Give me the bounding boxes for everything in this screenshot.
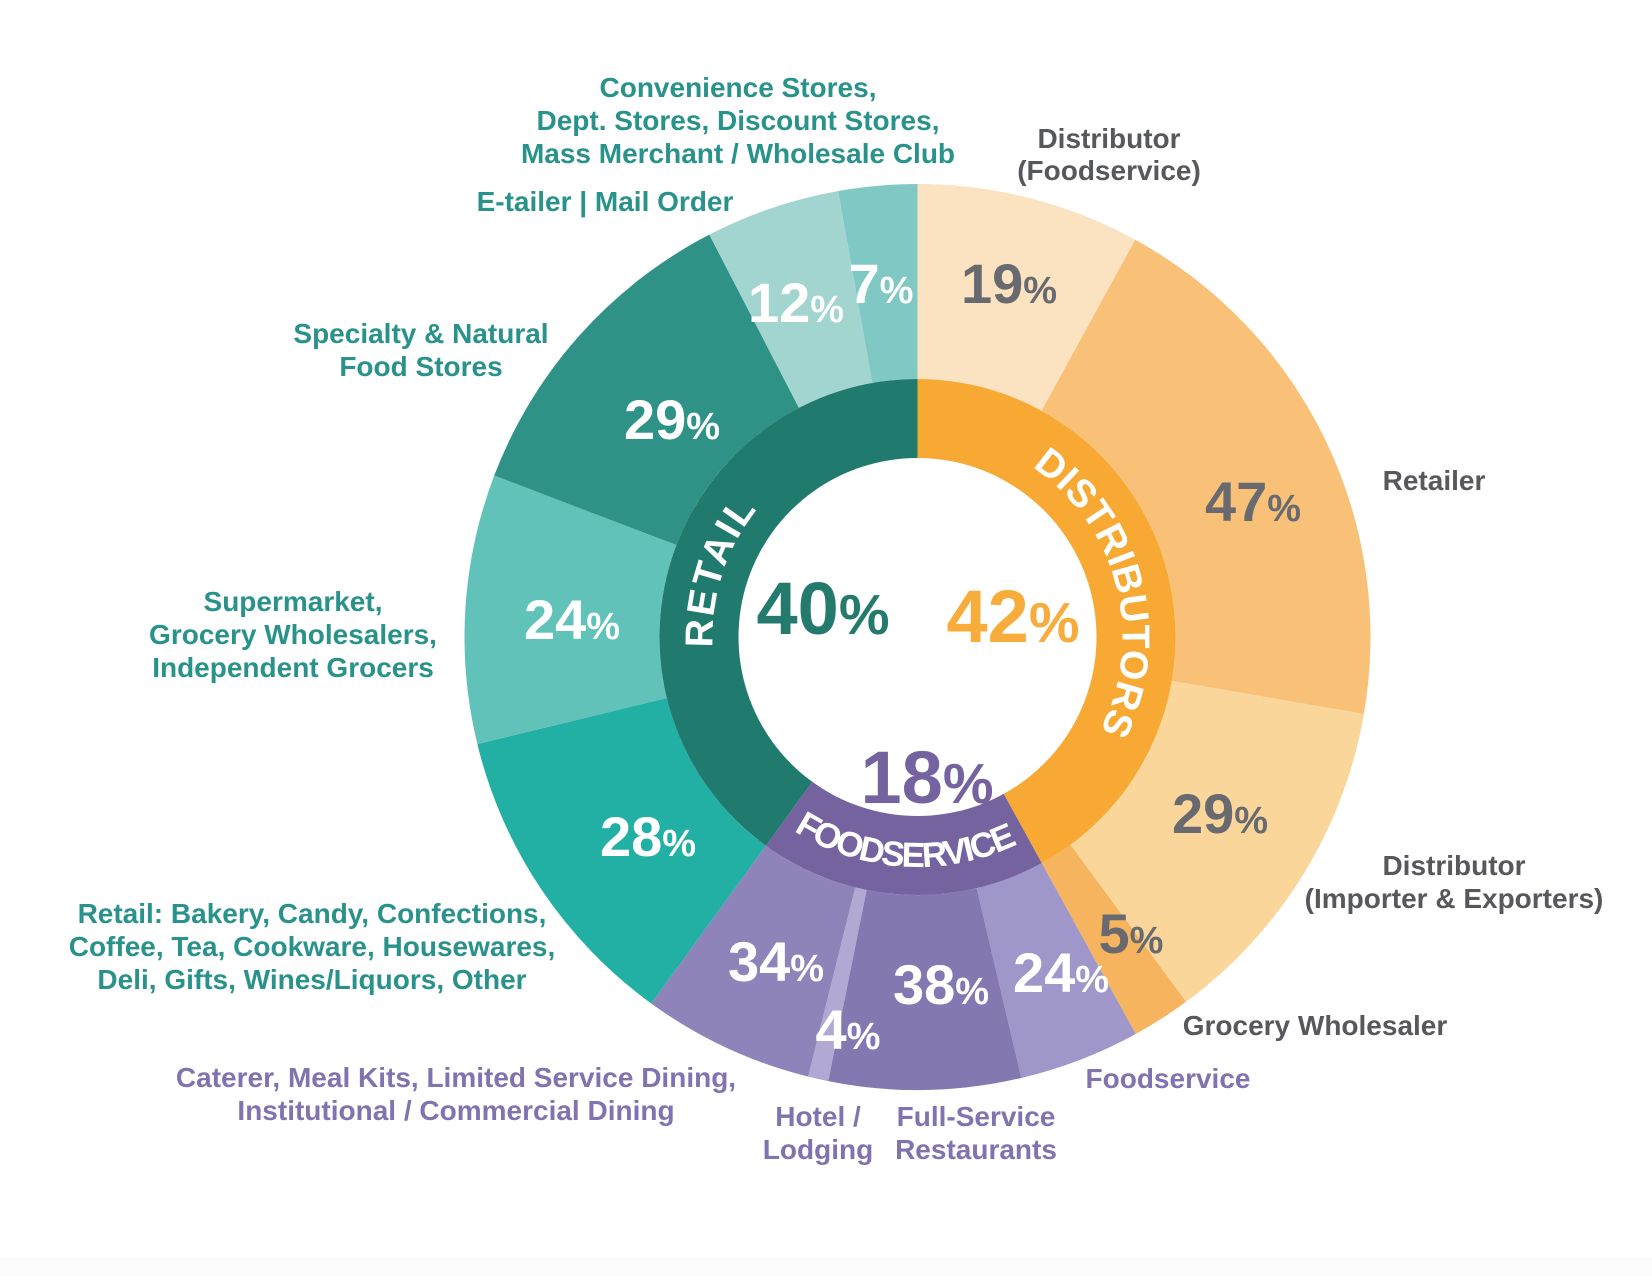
svg-text:Food Stores: Food Stores <box>339 351 502 382</box>
svg-text:12%: 12% <box>748 271 844 334</box>
svg-text:Specialty & Natural: Specialty & Natural <box>293 318 548 349</box>
svg-text:28%: 28% <box>600 805 696 868</box>
svg-text:Coffee, Tea, Cookware, Housewa: Coffee, Tea, Cookware, Housewares, <box>69 931 556 962</box>
svg-text:Caterer, Meal Kits, Limited Se: Caterer, Meal Kits, Limited Service Dini… <box>176 1062 736 1093</box>
svg-text:42%: 42% <box>947 575 1080 658</box>
svg-text:E-tailer | Mail Order: E-tailer | Mail Order <box>477 186 734 217</box>
svg-text:Supermarket,: Supermarket, <box>204 586 383 617</box>
svg-text:Institutional / Commercial Din: Institutional / Commercial Dining <box>237 1095 674 1126</box>
svg-text:18%: 18% <box>861 736 994 819</box>
svg-text:38%: 38% <box>893 953 989 1016</box>
svg-text:(Foodservice): (Foodservice) <box>1017 155 1201 186</box>
svg-text:Hotel /: Hotel / <box>775 1101 861 1132</box>
svg-text:Restaurants: Restaurants <box>895 1134 1057 1165</box>
svg-text:Deli, Gifts, Wines/Liquors, Ot: Deli, Gifts, Wines/Liquors, Other <box>97 964 526 995</box>
svg-text:Independent Grocers: Independent Grocers <box>152 652 434 683</box>
svg-text:Retailer: Retailer <box>1383 465 1486 496</box>
svg-text:4%: 4% <box>816 998 881 1061</box>
svg-text:Mass Merchant / Wholesale Club: Mass Merchant / Wholesale Club <box>521 138 955 169</box>
svg-text:Foodservice: Foodservice <box>1086 1063 1251 1094</box>
svg-text:Lodging: Lodging <box>763 1134 873 1165</box>
svg-text:Dept. Stores, Discount Stores,: Dept. Stores, Discount Stores, <box>537 105 940 136</box>
svg-text:Distributor: Distributor <box>1037 123 1180 154</box>
svg-text:Grocery Wholesaler: Grocery Wholesaler <box>1183 1010 1448 1041</box>
svg-text:Convenience Stores,: Convenience Stores, <box>600 72 877 103</box>
svg-text:(Importer & Exporters): (Importer & Exporters) <box>1305 883 1604 914</box>
svg-text:Grocery Wholesalers,: Grocery Wholesalers, <box>149 619 437 650</box>
svg-text:Full-Service: Full-Service <box>897 1101 1056 1132</box>
svg-text:Distributor: Distributor <box>1382 850 1525 881</box>
svg-text:Retail: Bakery, Candy, Confect: Retail: Bakery, Candy, Confections, <box>78 898 547 929</box>
svg-text:40%: 40% <box>757 567 890 650</box>
